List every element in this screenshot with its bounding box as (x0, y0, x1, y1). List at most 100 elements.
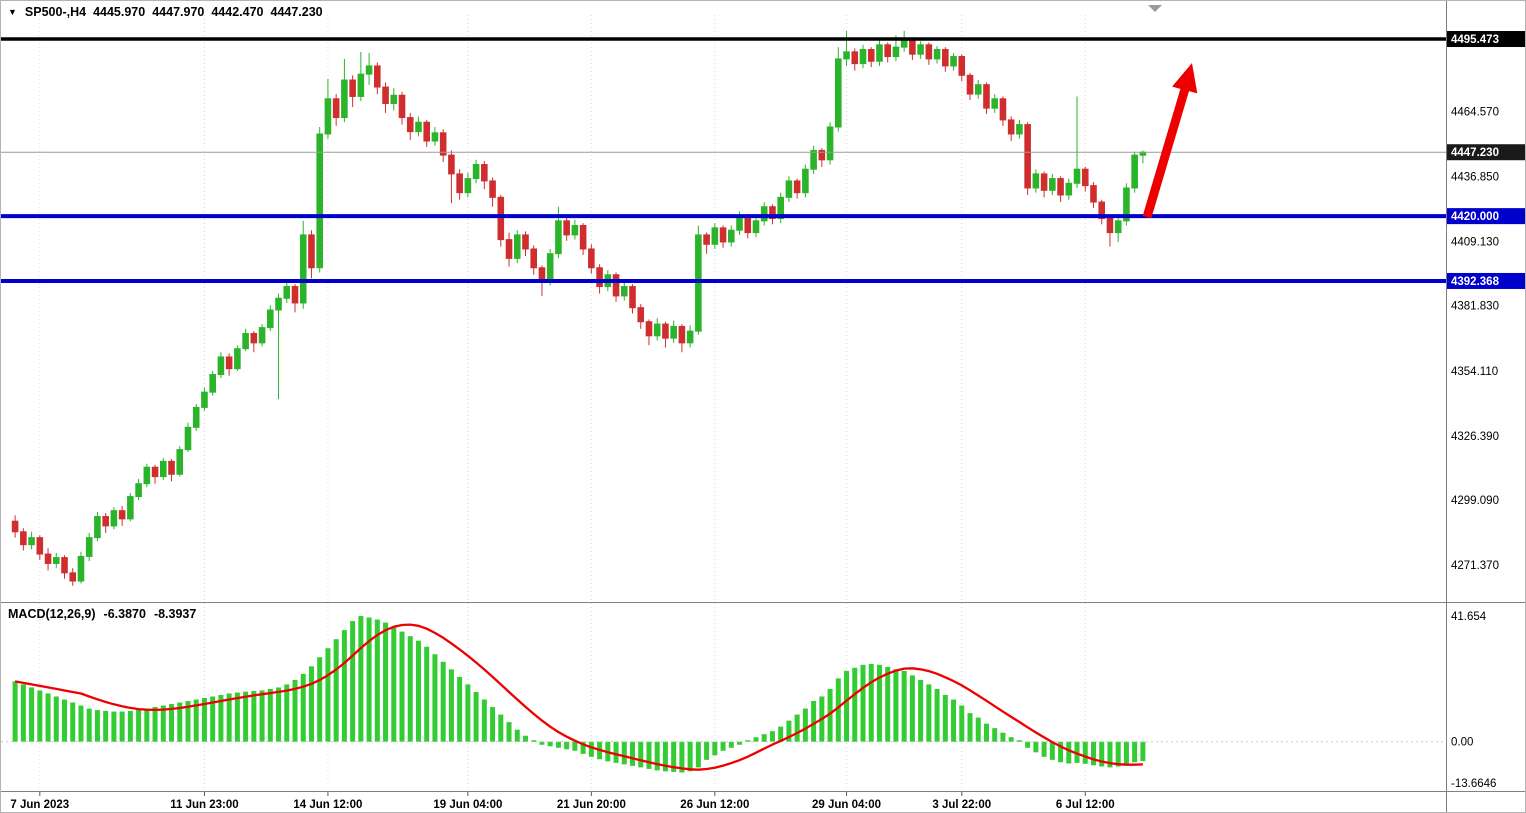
candle-body-bull (316, 133, 323, 269)
macd-histogram-bar (827, 688, 833, 742)
candle-body-bull (135, 483, 142, 498)
candle-body-bull (143, 466, 151, 485)
candle-body-bear (966, 74, 974, 95)
indicator-signal-value: -8.3937 (153, 607, 197, 621)
macd-histogram-bar (185, 701, 191, 742)
candle-body-bear (958, 56, 966, 76)
candle-body-bear (909, 39, 916, 55)
time-label: 7 Jun 2023 (10, 799, 69, 811)
macd-histogram-bar (103, 710, 109, 742)
macd-histogram-bar (802, 708, 808, 742)
chart-shift-marker-icon[interactable] (1148, 5, 1162, 12)
candle-body-bull (52, 557, 60, 564)
macd-histogram-bar (1049, 741, 1055, 760)
candle-body-bear (662, 323, 669, 339)
candle-body-bull (892, 46, 900, 58)
indicator-macd-value: -6.3870 (103, 607, 146, 621)
macd-histogram-bar (868, 663, 874, 742)
macd-histogram-bar (20, 684, 26, 742)
macd-histogram-bar (1066, 741, 1072, 764)
collapse-icon[interactable]: ▼ (8, 6, 17, 17)
candle-body-bear (448, 154, 455, 175)
candle-body-bear (1007, 119, 1015, 135)
price-axis-label: 4381.830 (1451, 301, 1499, 313)
candle-body-bull (546, 253, 554, 283)
candle-body-bear (168, 460, 175, 475)
macd-histogram-bar (909, 675, 915, 742)
macd-histogram-bar (646, 741, 652, 769)
candle-body-bull (620, 286, 628, 297)
candle-body-bull (85, 537, 93, 557)
macd-histogram-bar (259, 690, 265, 742)
macd-histogram-bar (959, 705, 965, 742)
candle-body-bear (1040, 173, 1048, 191)
price-tag-label: 4420.000 (1451, 211, 1499, 223)
candle-body-bear (579, 225, 587, 250)
time-label: 11 Jun 23:00 (170, 799, 238, 811)
macd-histogram-bar (695, 741, 701, 768)
time-label: 26 Jun 12:00 (680, 799, 749, 811)
macd-histogram-bar (333, 639, 339, 742)
time-label: 14 Jun 12:00 (293, 799, 362, 811)
macd-signal-line (14, 623, 1143, 771)
trend-arrow-annotation[interactable] (1142, 63, 1198, 219)
macd-histogram-bar (613, 741, 619, 763)
macd-histogram-bar (432, 654, 438, 742)
candle-body-bear (332, 98, 340, 119)
macd-histogram-bar (201, 698, 207, 742)
candle-body-bull (752, 220, 760, 234)
macd-histogram-bar (234, 692, 240, 742)
macd-histogram-bar (1082, 741, 1088, 764)
candle-body-bear (349, 79, 356, 97)
macd-histogram-bar (1016, 740, 1022, 742)
candle-body-bull (357, 73, 365, 97)
macd-histogram-bar (531, 740, 537, 742)
indicator-name: MACD(12,26,9) (8, 607, 96, 621)
candle-body-bear (851, 51, 859, 65)
candle-body-bear (374, 65, 381, 88)
candle-body-bear (703, 234, 710, 245)
macd-histogram-bar (662, 741, 668, 772)
macd-histogram-bar (325, 648, 331, 742)
candle-body-bull (415, 121, 422, 133)
candle-body-bull (1016, 124, 1023, 135)
macd-histogram-bar (934, 688, 940, 742)
close-value: 4447.230 (270, 5, 323, 19)
macd-histogram-bar (12, 681, 18, 742)
candle-body-bear (1057, 178, 1064, 196)
candle-body-bull (686, 330, 694, 344)
candle-body-bull (184, 426, 192, 451)
candle-body-bear (629, 286, 636, 309)
price-axis-panel[interactable] (1446, 1, 1526, 813)
macd-histogram-bar (358, 616, 364, 742)
candle-body-bull (94, 516, 101, 539)
macd-histogram-bar (1132, 741, 1138, 763)
macd-histogram-bar (276, 687, 282, 742)
candle-body-bear (20, 531, 27, 546)
macd-histogram-bar (712, 741, 718, 756)
macd-histogram-bar (761, 734, 767, 742)
candle-body-bear (1090, 185, 1097, 203)
low-value: 4442.470 (211, 5, 264, 19)
macd-histogram-bar (1090, 741, 1096, 766)
price-axis-label: 4326.390 (1451, 431, 1499, 443)
macd-axis-label: 0.00 (1451, 737, 1473, 749)
candle-body-bear (406, 117, 414, 133)
macd-histogram-bar (918, 679, 924, 742)
macd-histogram-bar (671, 741, 677, 772)
macd-histogram-bar (177, 702, 183, 742)
macd-histogram-bar (86, 708, 92, 742)
macd-histogram-bar (951, 699, 957, 742)
macd-histogram-bar (1033, 741, 1039, 753)
macd-histogram-bar (457, 676, 463, 742)
macd-histogram-bar (160, 705, 166, 742)
candle-body-bear (505, 239, 513, 259)
candle-body-bull (341, 79, 348, 119)
candle-body-bear (522, 234, 529, 250)
time-label: 3 Jul 22:00 (932, 799, 991, 811)
candle-body-bear (678, 325, 686, 344)
macd-histogram-bar (1025, 741, 1031, 748)
macd-histogram-bar (62, 699, 68, 742)
